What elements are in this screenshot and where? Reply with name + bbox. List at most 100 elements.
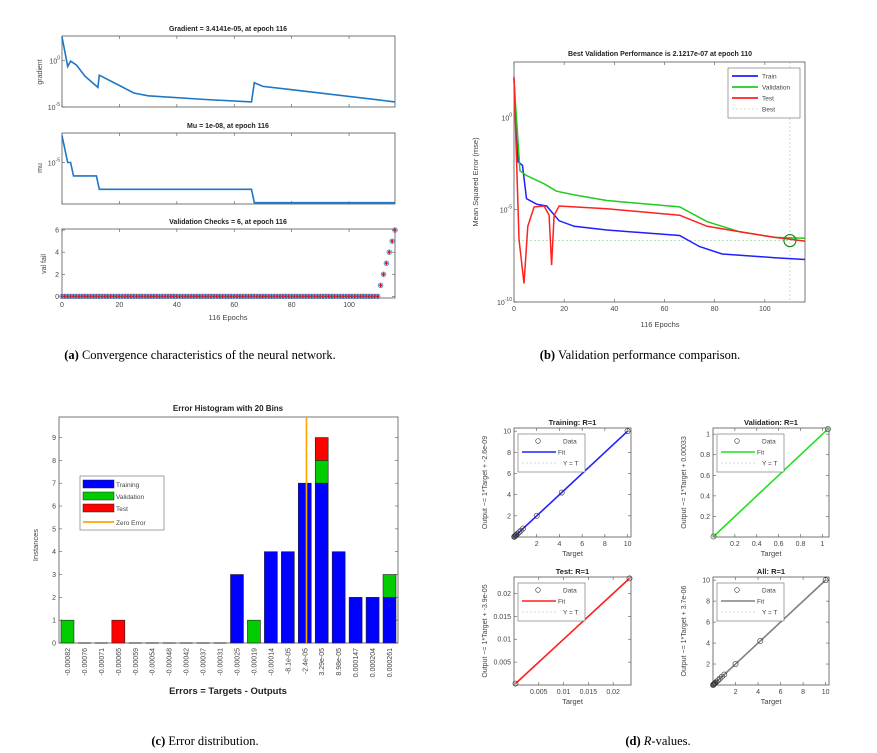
x-tick-label: -0.00054: [150, 648, 157, 676]
x-tick-label: -0.00065: [116, 648, 123, 676]
y-tick-label: 0.01: [497, 637, 511, 644]
val-fail-diamond: [376, 294, 380, 299]
y-tick-label: 5: [52, 526, 56, 533]
x-axis-label: 116 Epochs: [640, 320, 679, 329]
x-tick-label: 10: [624, 541, 632, 548]
x-tick-label: 6: [580, 541, 584, 548]
val-fail-marker: [375, 293, 381, 300]
x-tick-label: -0.00014: [268, 648, 275, 676]
x-axis-label: Target: [761, 697, 783, 706]
legend-label: Validation: [762, 85, 790, 92]
legend-data-marker: [734, 587, 740, 593]
data-point: [711, 680, 718, 687]
x-tick-label: 80: [288, 302, 296, 309]
y-axis-label: Output ~= 1*Target + 3.7e-06: [681, 585, 688, 676]
y-tick-label: 10: [702, 578, 710, 585]
x-tick-label: 8: [801, 689, 805, 696]
axes-frame: [61, 228, 396, 299]
x-tick-label: 4: [557, 541, 561, 548]
legend-label: Train: [762, 74, 777, 81]
x-tick-label: 60: [230, 302, 238, 309]
bar-training: [382, 597, 397, 644]
data-point: [719, 673, 725, 680]
x-tick-label: 0: [60, 302, 64, 309]
x-tick-label: -0.00071: [99, 648, 106, 676]
x-tick-label: 8.98e-05: [336, 648, 343, 676]
y-tick-label: 0.015: [493, 614, 511, 621]
x-tick-label: -0.00042: [184, 648, 191, 676]
x-axis-label: Target: [761, 549, 783, 558]
legend: Training Validation Test Zero Error: [79, 475, 165, 531]
y-tick-label: 2: [52, 595, 56, 602]
y-tick-label: 8: [507, 450, 511, 457]
plot-title: Training: R=1: [549, 418, 597, 427]
legend-label: Fit: [757, 450, 764, 457]
val-fail-marker: [377, 282, 384, 289]
caption-a-text: Convergence characteristics of the neura…: [79, 348, 336, 362]
legend: Data Fit Y = T: [716, 433, 785, 473]
legend-swatch: [82, 491, 115, 501]
data-point: [822, 577, 829, 584]
bar-training: [331, 551, 346, 644]
x-tick-label: 100: [343, 302, 355, 309]
y-axis-label: Output ~= 1*Target + 0.00033: [681, 436, 688, 529]
caption-c-label: (c): [151, 734, 165, 748]
fit-line: [514, 577, 631, 685]
x-tick-label: -0.00082: [65, 648, 72, 676]
data-point: [721, 671, 728, 678]
data-point: [520, 525, 526, 532]
data-point: [732, 661, 739, 667]
x-tick-label: 100: [759, 306, 771, 313]
x-tick-label: -2.4e-05: [302, 648, 309, 674]
legend-label: Fit: [757, 599, 764, 606]
test-line: [513, 76, 806, 284]
legend-label: Y = T: [762, 461, 778, 468]
validation-checks-plot: Validation Checks = 6, at epoch 116 val f…: [41, 219, 398, 322]
caption-c-text: Error distribution.: [165, 734, 258, 748]
val-fail-diamond: [390, 238, 394, 244]
legend: Train Validation Test Best: [727, 67, 801, 119]
x-tick-label: 0: [512, 306, 516, 313]
y-tick-label: 0: [55, 294, 59, 301]
y-tick-label: 6: [507, 471, 511, 478]
y-axis-label: Instances: [31, 529, 40, 561]
regression-test: Test: R=1 Target Output ~= 1*Target + -3.9…: [482, 567, 633, 706]
val-fail-diamond: [393, 227, 397, 233]
x-tick-label: 2: [734, 689, 738, 696]
gradient-plot: Gradient = 3.4141e-05, at epoch 116 gradi…: [37, 26, 396, 112]
y-tick-label: 4: [52, 549, 56, 556]
caption-b-text: Validation performance comparison.: [555, 348, 740, 362]
y-tick-label: 10-5: [48, 102, 60, 112]
y-tick-label: 4: [706, 641, 710, 648]
x-tick-label: 2: [535, 541, 539, 548]
caption-a: (a) Convergence characteristics of the n…: [64, 348, 336, 362]
regression-validation: Validation: R=1 Target Output ~= 1*Target …: [681, 418, 831, 558]
data-point: [516, 529, 523, 536]
mu-line: [61, 135, 395, 204]
data-point: [710, 533, 717, 540]
bar-test: [111, 619, 126, 644]
x-tick-label: 0.015: [580, 689, 598, 696]
x-tick-label: 20: [116, 302, 124, 309]
legend-label: Y = T: [563, 610, 579, 617]
caption-d: (d) R-values.: [625, 734, 690, 748]
y-tick-label: 10: [503, 429, 511, 436]
plot-title: Validation: R=1: [744, 418, 798, 427]
x-tick-label: -0.00019: [251, 648, 258, 676]
val-fail-diamond: [378, 283, 383, 288]
legend-data-marker: [734, 438, 740, 444]
data-point: [626, 575, 633, 582]
data-point: [715, 677, 721, 684]
data-point: [624, 428, 631, 435]
bar-training: [348, 597, 363, 644]
legend-label: Test: [116, 506, 128, 513]
best-marker: [783, 233, 797, 248]
x-tick-label: -0.00025: [234, 648, 241, 676]
x-tick-label: -0.00031: [218, 648, 225, 676]
x-tick-label: 0.005: [530, 689, 548, 696]
y-tick-label: 1: [706, 432, 710, 439]
x-axis-label: Target: [562, 697, 584, 706]
y-tick-label: 8: [706, 599, 710, 606]
y-tick-label: 10-10: [497, 297, 512, 307]
regression-all: All: R=1 Target Output ~= 1*Target + 3.7e-…: [681, 567, 830, 706]
